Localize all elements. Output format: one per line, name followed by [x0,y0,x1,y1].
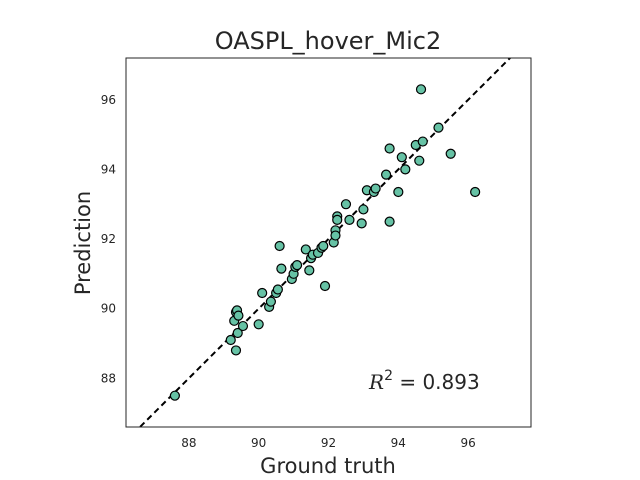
data-point [319,280,331,292]
data-point [330,230,341,241]
data-point [276,263,287,274]
r-squared-annotation: R2 = 0.893 [368,368,480,394]
data-point [415,84,427,95]
chart-title: OASPL_hover_Mic2 [215,27,442,55]
data-point [393,186,404,198]
data-point [232,327,243,339]
data-point [230,345,242,356]
data-point [300,244,311,255]
data-point [384,143,395,154]
data-point [400,164,411,175]
data-point [384,216,395,227]
y-tick-label: 92 [101,232,116,246]
data-point [414,155,425,166]
y-tick-label: 94 [101,162,116,176]
y-tick-label: 88 [101,371,116,385]
r-squared-symbol: R [368,370,384,394]
x-tick-label: 90 [251,436,266,450]
data-point [356,218,367,229]
data-point [274,240,285,252]
data-point [370,183,381,194]
data-point [445,148,456,159]
x-tick-label: 88 [181,436,196,450]
y-tick-label: 90 [101,302,116,316]
data-point [257,287,268,299]
data-point [381,169,392,180]
data-point [291,260,303,271]
x-tick-label: 94 [391,436,406,450]
r-squared-superscript: 2 [384,368,393,384]
x-axis-label: Ground truth [260,454,396,478]
data-point [272,284,283,295]
plot-area: 88 90 92 94 96 88 90 92 94 96 [101,57,532,450]
data-point [265,296,276,307]
data-point [417,136,428,147]
x-tick-label: 92 [321,436,336,450]
r-squared-value: = 0.893 [393,370,480,394]
data-point [169,390,180,401]
data-point [396,152,407,163]
data-point [470,186,481,198]
data-point [318,240,329,252]
data-point [433,122,444,133]
y-tick-label: 96 [101,93,116,107]
data-point [225,334,236,346]
y-axis-label: Prediction [71,191,95,295]
data-point [332,214,343,225]
data-point [233,310,244,321]
x-tick-label: 96 [461,436,476,450]
data-point [340,199,352,210]
data-point [358,204,369,215]
data-point [253,319,264,330]
data-point [304,265,315,276]
data-point [344,214,355,225]
reference-line [138,58,512,427]
plot-frame [125,57,532,428]
data-point [237,320,249,332]
